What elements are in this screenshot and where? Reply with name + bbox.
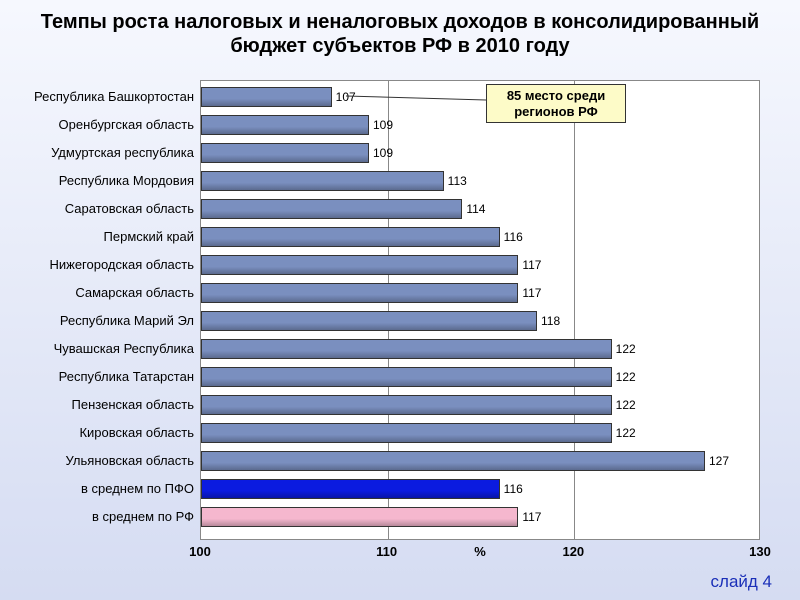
slide-number: слайд 4	[711, 572, 772, 592]
bar	[201, 143, 369, 163]
bar-value: 117	[522, 286, 541, 300]
callout-line2: регионов РФ	[493, 104, 619, 120]
callout-box: 85 место среди регионов РФ	[486, 84, 626, 123]
category-label: Самарская область	[75, 285, 194, 300]
bar	[201, 339, 612, 359]
bar-value: 107	[336, 90, 356, 104]
category-label: Нижегородская область	[49, 257, 194, 272]
category-label: Чувашская Республика	[54, 341, 194, 356]
bar-value: 117	[522, 510, 541, 524]
bar-value: 116	[504, 482, 523, 496]
bar	[201, 283, 518, 303]
bar-value: 116	[504, 230, 523, 244]
bar-value: 117	[522, 258, 541, 272]
category-label: Ульяновская область	[66, 453, 194, 468]
x-tick: 120	[562, 544, 584, 559]
bar-value: 109	[373, 146, 393, 160]
category-label: Удмуртская республика	[51, 145, 194, 160]
bar-value: 113	[448, 174, 467, 188]
category-label: Оренбургская область	[59, 117, 194, 132]
bar-value: 114	[466, 202, 485, 216]
bar-value: 118	[541, 314, 560, 328]
bar-value: 109	[373, 118, 393, 132]
bar	[201, 199, 462, 219]
bar	[201, 255, 518, 275]
bar	[201, 367, 612, 387]
category-label: Пензенская область	[72, 397, 194, 412]
bar	[201, 507, 518, 527]
bar	[201, 311, 537, 331]
category-label: Республика Татарстан	[59, 369, 194, 384]
category-label: Республика Мордовия	[59, 173, 194, 188]
category-label: Саратовская область	[65, 201, 194, 216]
bar-value: 122	[616, 370, 636, 384]
bar	[201, 479, 500, 499]
bar	[201, 227, 500, 247]
x-tick: 110	[376, 544, 397, 559]
category-label: в среднем по РФ	[92, 509, 194, 524]
bar	[201, 115, 369, 135]
bar	[201, 171, 444, 191]
category-label: Республика Башкортостан	[34, 89, 194, 104]
bar	[201, 451, 705, 471]
category-label: в среднем по ПФО	[81, 481, 194, 496]
category-label: Кировская область	[79, 425, 194, 440]
x-tick: 100	[189, 544, 211, 559]
x-axis-label: %	[474, 544, 486, 559]
bar-value: 127	[709, 454, 729, 468]
bar-value: 122	[616, 426, 636, 440]
category-label: Пермский край	[104, 229, 194, 244]
chart-area: 1071091091131141161171171181221221221221…	[0, 80, 800, 570]
bar	[201, 87, 332, 107]
x-tick: 130	[749, 544, 771, 559]
bar-value: 122	[616, 398, 636, 412]
category-label: Республика Марий Эл	[60, 313, 194, 328]
chart-title: Темпы роста налоговых и неналоговых дохо…	[0, 0, 800, 58]
bar	[201, 423, 612, 443]
bar-value: 122	[616, 342, 636, 356]
plot-region: 1071091091131141161171171181221221221221…	[200, 80, 760, 540]
callout-line1: 85 место среди	[493, 88, 619, 104]
bar	[201, 395, 612, 415]
